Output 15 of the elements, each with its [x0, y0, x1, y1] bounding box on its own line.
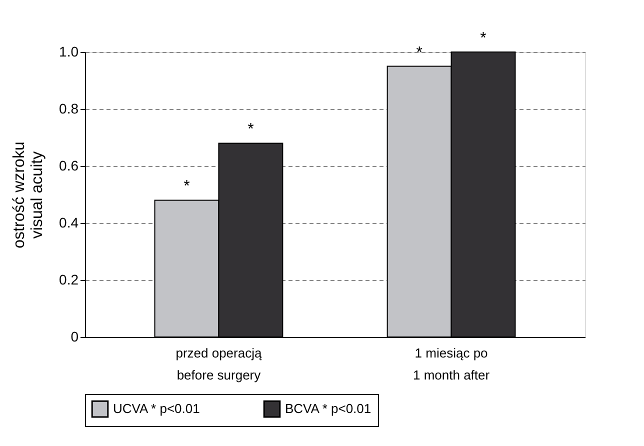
y-tick-label: 0.8	[59, 100, 79, 116]
y-tick-label: 0	[70, 328, 79, 344]
legend-label: UCVA * p<0.01	[113, 401, 200, 416]
annotation: *	[184, 178, 190, 196]
y-tick-label: 0.4	[59, 214, 79, 230]
annotation: *	[248, 121, 254, 138]
y-tick-label: 1.0	[59, 44, 79, 60]
x-tick-label: przed operacją before surgery	[176, 346, 262, 382]
legend-label: BCVA * p<0.01	[285, 401, 372, 416]
y-tick-label: 0.2	[59, 272, 79, 288]
y-axis-title: ostrość wzroku visual acuity	[11, 142, 46, 248]
annotation: *	[416, 44, 422, 62]
annotation: *	[480, 30, 486, 47]
y-tick-label: 0.6	[59, 158, 79, 174]
x-tick-label: 1 miesiąc po 1 month after	[412, 346, 490, 382]
